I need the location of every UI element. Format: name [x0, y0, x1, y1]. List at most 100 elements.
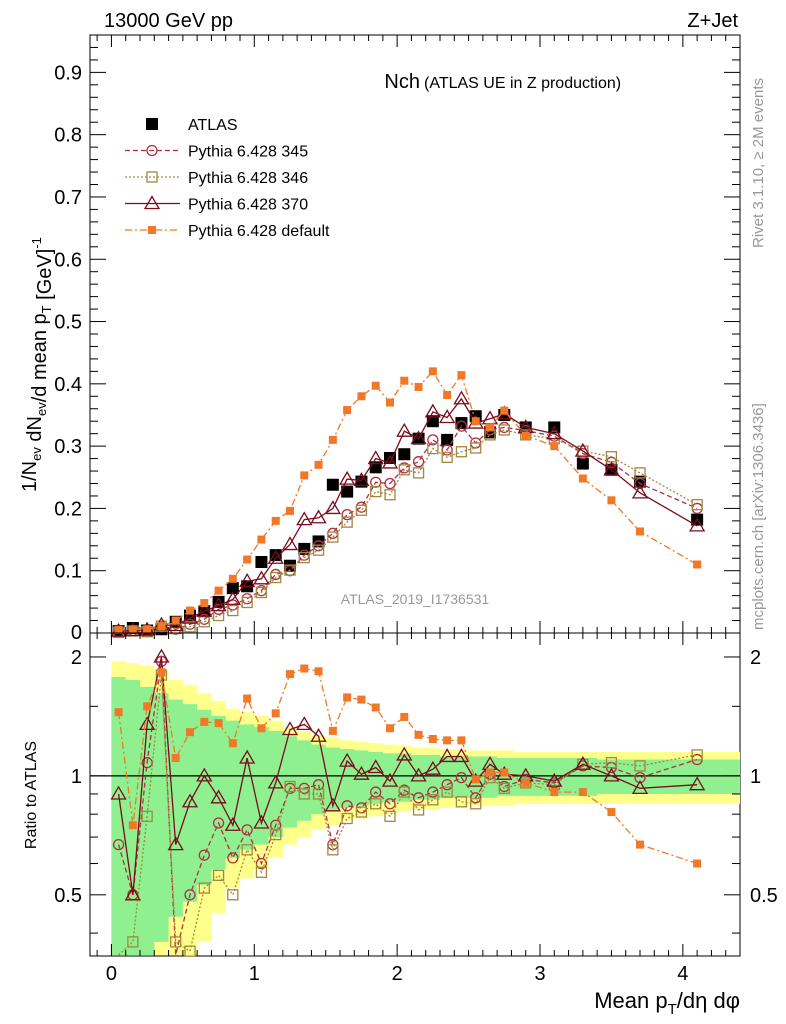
- ratio-point: [253, 814, 270, 829]
- ratio-point: [353, 765, 370, 780]
- ratio-point: [228, 739, 237, 748]
- ratio-point: [439, 748, 456, 763]
- y-label-text: 1/Nev dNev/d mean pT [GeV]-1: [19, 237, 56, 492]
- ratio-point: [227, 852, 239, 864]
- ratio-point: [271, 709, 280, 718]
- legend-item-py370: Pythia 6.428 370: [125, 195, 308, 214]
- data-point: [355, 504, 368, 516]
- y-tick-label: 0.5: [54, 312, 82, 334]
- ratio-panel: 0 1 2 3 4 0.5 0.5 1 1 2 2: [54, 632, 778, 985]
- rivet-label: Rivet 3.1.10, ≥ 2M events: [750, 78, 767, 248]
- y-tick-label: 0.2: [54, 498, 82, 520]
- plot-subtitle: (ATLAS UE in Z production): [424, 75, 621, 92]
- data-point: [370, 476, 382, 488]
- data-point: [286, 506, 294, 515]
- data-point: [455, 446, 468, 458]
- data-point: [341, 508, 353, 521]
- legend-item-py346: Pythia 6.428 346: [125, 170, 308, 187]
- ratio-point: [267, 774, 284, 789]
- data-point: [241, 596, 253, 609]
- data-point: [607, 496, 616, 505]
- ratio-point: [500, 768, 509, 777]
- ratio-point: [198, 882, 210, 894]
- data-point: [457, 371, 466, 380]
- y-tick-label: 0.6: [54, 249, 82, 271]
- ratio-point: [370, 786, 382, 798]
- ratio-point: [414, 730, 423, 739]
- ratio-point: [312, 779, 325, 791]
- data-point: [224, 591, 241, 606]
- ratio-point: [243, 694, 252, 703]
- ratio-point: [384, 810, 396, 822]
- ratio-point: [239, 749, 256, 764]
- data-point: [428, 367, 437, 376]
- data-point: [486, 423, 494, 432]
- ratio-point: [300, 664, 309, 673]
- ratio-bands: [111, 661, 740, 955]
- ratio-point: [424, 760, 441, 775]
- series-pydef: [114, 367, 702, 634]
- data-point: [381, 454, 399, 469]
- data-point: [481, 410, 499, 425]
- data-point: [343, 405, 352, 414]
- ratio-point: [441, 779, 453, 791]
- data-point: [691, 502, 703, 515]
- legend-marker: [146, 118, 158, 130]
- ratio-point: [341, 800, 353, 812]
- ratio-point: [212, 817, 225, 829]
- data-point: [271, 516, 280, 525]
- data-point: [500, 406, 509, 415]
- ratio-point: [270, 829, 282, 841]
- ratio-point: [636, 840, 644, 849]
- data-point: [267, 549, 284, 564]
- ratio-point: [127, 936, 139, 948]
- data-point: [243, 555, 252, 564]
- data-point: [386, 398, 394, 407]
- data-point: [281, 536, 299, 551]
- data-point: [210, 597, 227, 612]
- data-point: [384, 489, 396, 501]
- ratio-axis: 0 1 2 3 4 0.5 0.5 1 1 2 2: [54, 633, 778, 985]
- data-point: [269, 549, 282, 562]
- data-point: [171, 616, 180, 625]
- ratio-point: [114, 708, 123, 717]
- data-point: [284, 564, 296, 576]
- ratio-point: [410, 767, 427, 782]
- data-point: [453, 390, 470, 405]
- x-tick-label: 1: [249, 963, 260, 985]
- data-point: [341, 516, 353, 528]
- main-series: [110, 367, 706, 639]
- ratio-series-py370: [110, 648, 706, 901]
- y-tick-label-right: 0.5: [750, 885, 778, 907]
- data-point: [400, 376, 409, 385]
- series-line: [118, 397, 698, 632]
- ratio-point: [110, 785, 127, 800]
- y-tick-label: 0.3: [54, 436, 82, 458]
- legend-marker: [146, 144, 158, 157]
- data-point: [255, 555, 268, 568]
- data-point: [634, 467, 646, 479]
- ratio-point: [520, 777, 532, 789]
- process-label: Z+Jet: [687, 10, 738, 32]
- ratio-point: [443, 736, 452, 745]
- ratio-point: [171, 753, 180, 762]
- ratio-line: [117, 667, 698, 865]
- legend-item-pydef: Pythia 6.428 default: [125, 223, 330, 240]
- stat-uncertainty-band: [111, 677, 740, 955]
- data-point: [326, 478, 339, 491]
- ratio-point: [200, 717, 209, 726]
- data-point: [439, 409, 456, 424]
- ratio-point: [428, 734, 437, 743]
- data-point: [371, 381, 380, 390]
- energy-label: 13000 GeV pp: [104, 10, 233, 32]
- data-point: [370, 485, 382, 498]
- ratio-point: [355, 806, 368, 818]
- data-point: [157, 622, 166, 631]
- y-tick-label: 0.5: [54, 885, 82, 907]
- data-point: [253, 570, 270, 585]
- data-point: [239, 573, 256, 587]
- y-tick-label-right: 2: [750, 647, 761, 669]
- ratio-point: [298, 788, 310, 800]
- data-point: [227, 604, 239, 617]
